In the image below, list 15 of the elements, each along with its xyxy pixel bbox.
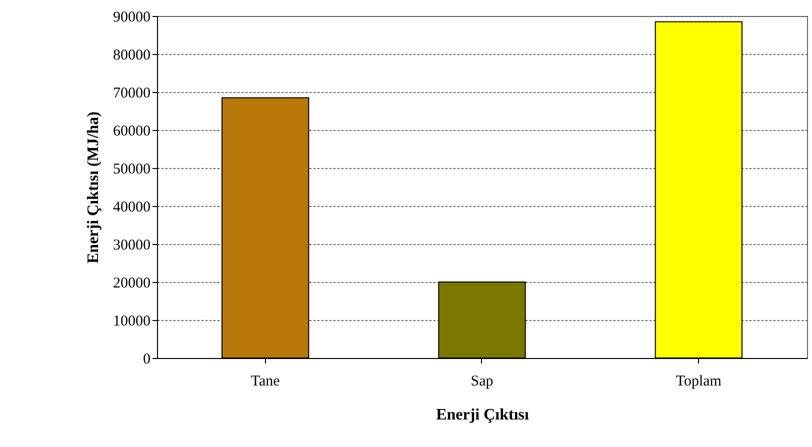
x-tick-label: Tane — [250, 374, 280, 390]
x-axis-title: Enerji Çıktısı — [436, 406, 530, 424]
y-tick-label: 80000 — [113, 48, 150, 64]
y-tick-label: 70000 — [113, 86, 150, 102]
y-tick-label: 40000 — [113, 200, 150, 216]
y-tick-label: 10000 — [113, 314, 150, 330]
y-tick-label: 0 — [143, 352, 150, 368]
x-tick-label: Sap — [470, 374, 494, 390]
x-tick-label: Toplam — [676, 374, 722, 390]
y-tick-label: 50000 — [113, 162, 150, 178]
y-tick-label: 30000 — [113, 238, 150, 254]
y-tick-label: 60000 — [113, 124, 150, 140]
y-tick-label: 90000 — [113, 10, 150, 26]
y-tick-label: 20000 — [113, 276, 150, 292]
y-axis-title: Enerji Çıktısı (MJ/ha) — [85, 112, 102, 264]
